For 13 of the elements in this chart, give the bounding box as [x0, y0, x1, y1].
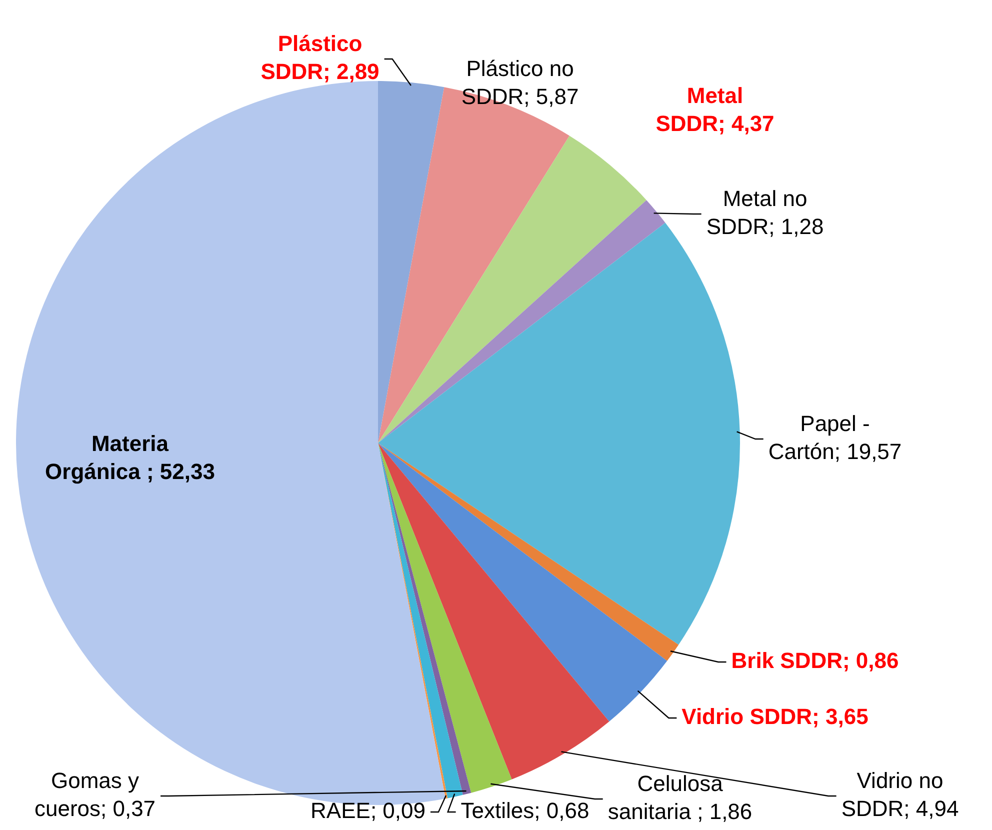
- slice-label: Celulosa sanitaria ; 1,86: [608, 771, 752, 824]
- slice-label: Brik SDDR; 0,86: [731, 648, 899, 674]
- slice-label: Vidrio SDDR; 3,65: [682, 704, 868, 730]
- slice-label: Papel - Cartón; 19,57: [768, 411, 902, 464]
- slice-label: Plástico no SDDR; 5,87: [461, 56, 579, 110]
- slice-label: Plástico SDDR; 2,89: [260, 31, 380, 84]
- slice-label: Gomas y cueros; 0,37: [34, 768, 156, 822]
- slice-label: RAEE; 0,09: [310, 798, 426, 824]
- slice-label: Textiles; 0,68: [460, 798, 590, 824]
- slice-label: Vidrio no SDDR; 4,94: [841, 768, 959, 822]
- slice-label: Materia Orgánica ; 52,33: [45, 431, 215, 484]
- slice-label: Metal no SDDR; 1,28: [706, 186, 824, 240]
- slice-label: Metal SDDR; 4,37: [656, 83, 774, 136]
